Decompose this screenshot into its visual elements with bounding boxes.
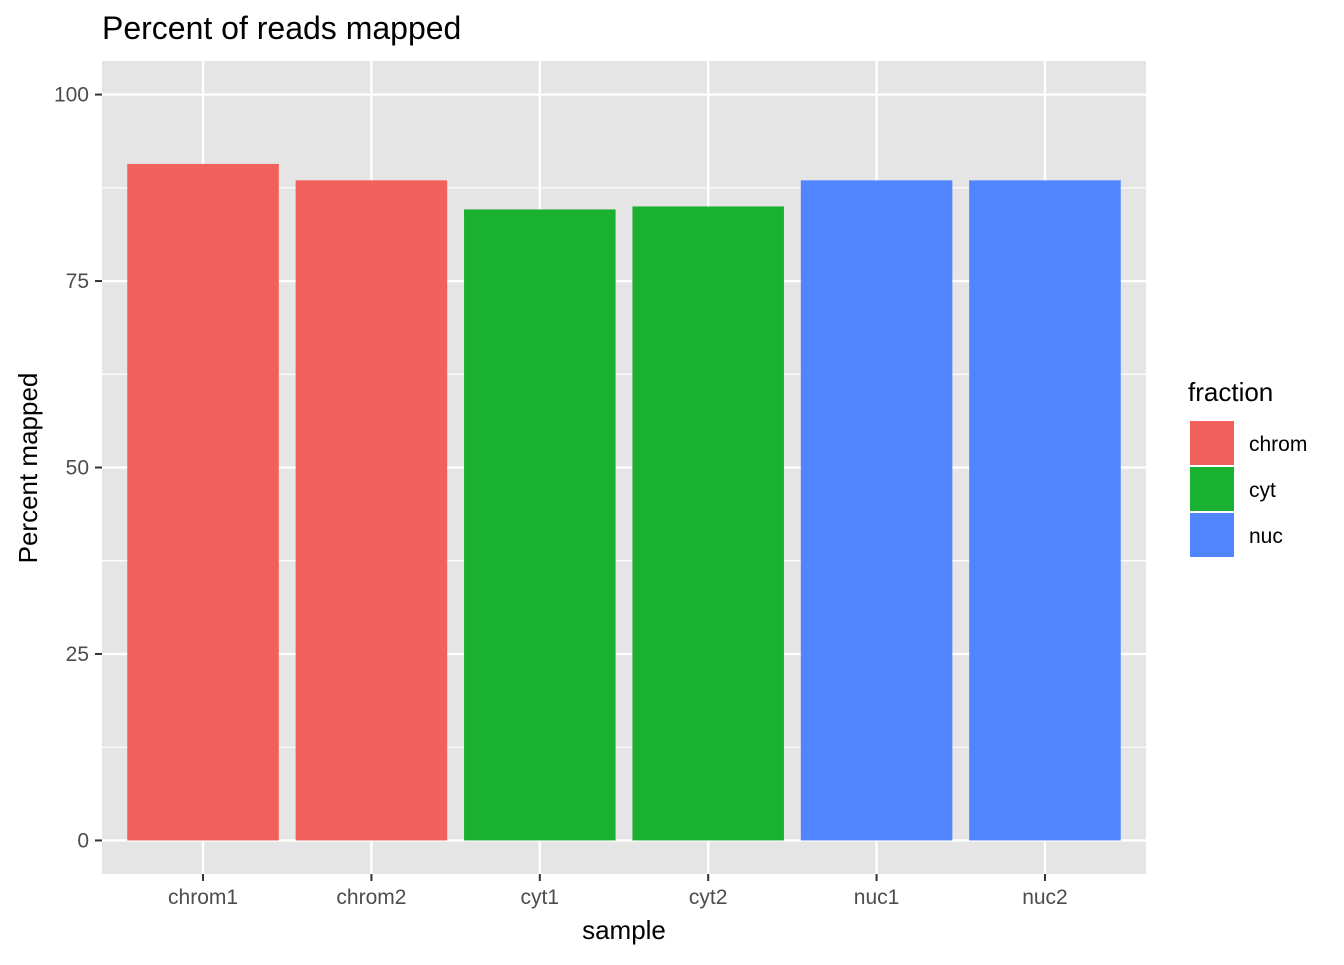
y-tick-label: 100 xyxy=(54,84,89,107)
x-axis-title: sample xyxy=(582,915,666,945)
x-tick-label: chrom2 xyxy=(336,886,406,909)
bar-chrom2 xyxy=(295,180,448,841)
x-tick-label: chrom1 xyxy=(168,886,238,909)
chart-title: Percent of reads mapped xyxy=(102,10,461,46)
legend-key-cyt xyxy=(1190,467,1234,511)
x-axis: chrom1 chrom2 cyt1 cyt2 nuc1 nuc2 xyxy=(168,874,1068,909)
legend-title: fraction xyxy=(1188,377,1273,407)
y-axis: 0 25 50 75 100 xyxy=(54,84,102,852)
y-tick-label: 75 xyxy=(66,270,89,293)
x-tick-label: nuc2 xyxy=(1022,886,1068,909)
y-tick-label: 50 xyxy=(66,457,89,480)
bar-nuc2 xyxy=(969,180,1121,841)
legend-key-chrom xyxy=(1190,421,1234,465)
legend-label: chrom xyxy=(1249,433,1307,456)
x-tick-label: nuc1 xyxy=(854,886,900,909)
x-tick-label: cyt1 xyxy=(521,886,560,909)
y-tick-label: 0 xyxy=(77,829,89,852)
bar-chrom1 xyxy=(127,163,279,841)
legend-label: cyt xyxy=(1249,479,1276,502)
bar-cyt2 xyxy=(632,206,784,841)
legend-label: nuc xyxy=(1249,525,1283,548)
bar-nuc1 xyxy=(800,180,953,841)
y-tick-label: 25 xyxy=(66,643,89,666)
legend: fraction chrom cyt nuc xyxy=(1188,377,1307,557)
bar-cyt1 xyxy=(464,209,616,841)
legend-key-nuc xyxy=(1190,513,1234,557)
y-axis-title: Percent mapped xyxy=(13,373,43,564)
x-tick-label: cyt2 xyxy=(689,886,728,909)
bars xyxy=(127,163,1121,841)
